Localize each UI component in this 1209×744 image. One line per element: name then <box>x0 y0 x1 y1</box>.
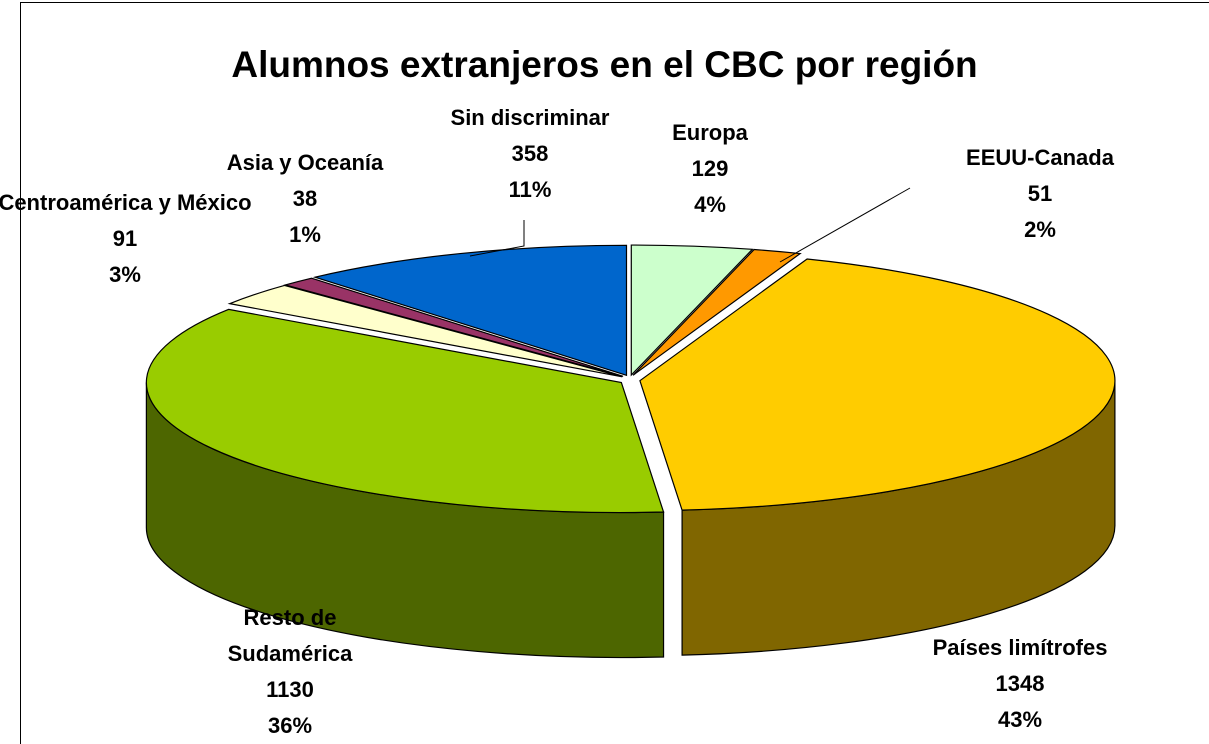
percent-label: 36% <box>267 713 313 738</box>
pie-tops <box>145 244 1116 514</box>
frame <box>20 2 1209 744</box>
percent-label: 4% <box>694 192 726 217</box>
pie-slice <box>227 284 623 378</box>
pie-slice <box>632 248 802 376</box>
percent-label: 43% <box>997 707 1043 732</box>
value-label: 1348 <box>995 671 1045 696</box>
chart-title: Alumnos extranjeros en el CBC por región <box>231 44 978 85</box>
pie-slice <box>312 244 628 377</box>
data-label: Países limítrofes 1348 43% <box>880 630 1160 738</box>
data-label: EEUU-Canada 51 2% <box>930 140 1150 248</box>
pie-slice <box>639 258 1116 511</box>
value-label: 1130 <box>266 677 314 702</box>
pie-slice <box>283 277 624 377</box>
percent-label: 1% <box>289 222 321 247</box>
value-label: 38 <box>292 186 318 211</box>
value-label: 51 <box>1027 181 1053 206</box>
category-label: Centroamérica y México <box>0 190 252 215</box>
data-label: Asia y Oceanía 38 1% <box>195 145 415 253</box>
data-label: Centroamérica y México 91 3% <box>0 185 255 293</box>
percent-label: 3% <box>109 262 141 287</box>
pie-sides <box>145 380 1116 659</box>
category-label: Países limítrofes <box>932 635 1108 660</box>
value-label: 129 <box>691 156 729 181</box>
category-label: Sin discriminar <box>450 105 610 130</box>
value-label: 358 <box>511 141 549 166</box>
category-label: Europa <box>672 120 748 145</box>
data-label: Europa 129 4% <box>630 115 790 223</box>
pie-slice <box>145 308 665 514</box>
data-label: Sin discriminar 358 11% <box>410 100 650 208</box>
category-label: Resto de Sudamérica <box>227 605 353 666</box>
category-label: EEUU-Canada <box>966 145 1114 170</box>
value-label: 91 <box>112 226 138 251</box>
percent-label: 11% <box>508 177 552 202</box>
category-label: Asia y Oceanía <box>226 150 384 175</box>
pie-slice <box>630 244 754 377</box>
percent-label: 2% <box>1024 217 1056 242</box>
leader-line <box>469 220 525 257</box>
leader-line <box>779 187 911 263</box>
data-label: Resto de Sudamérica 1130 36% <box>195 600 385 744</box>
